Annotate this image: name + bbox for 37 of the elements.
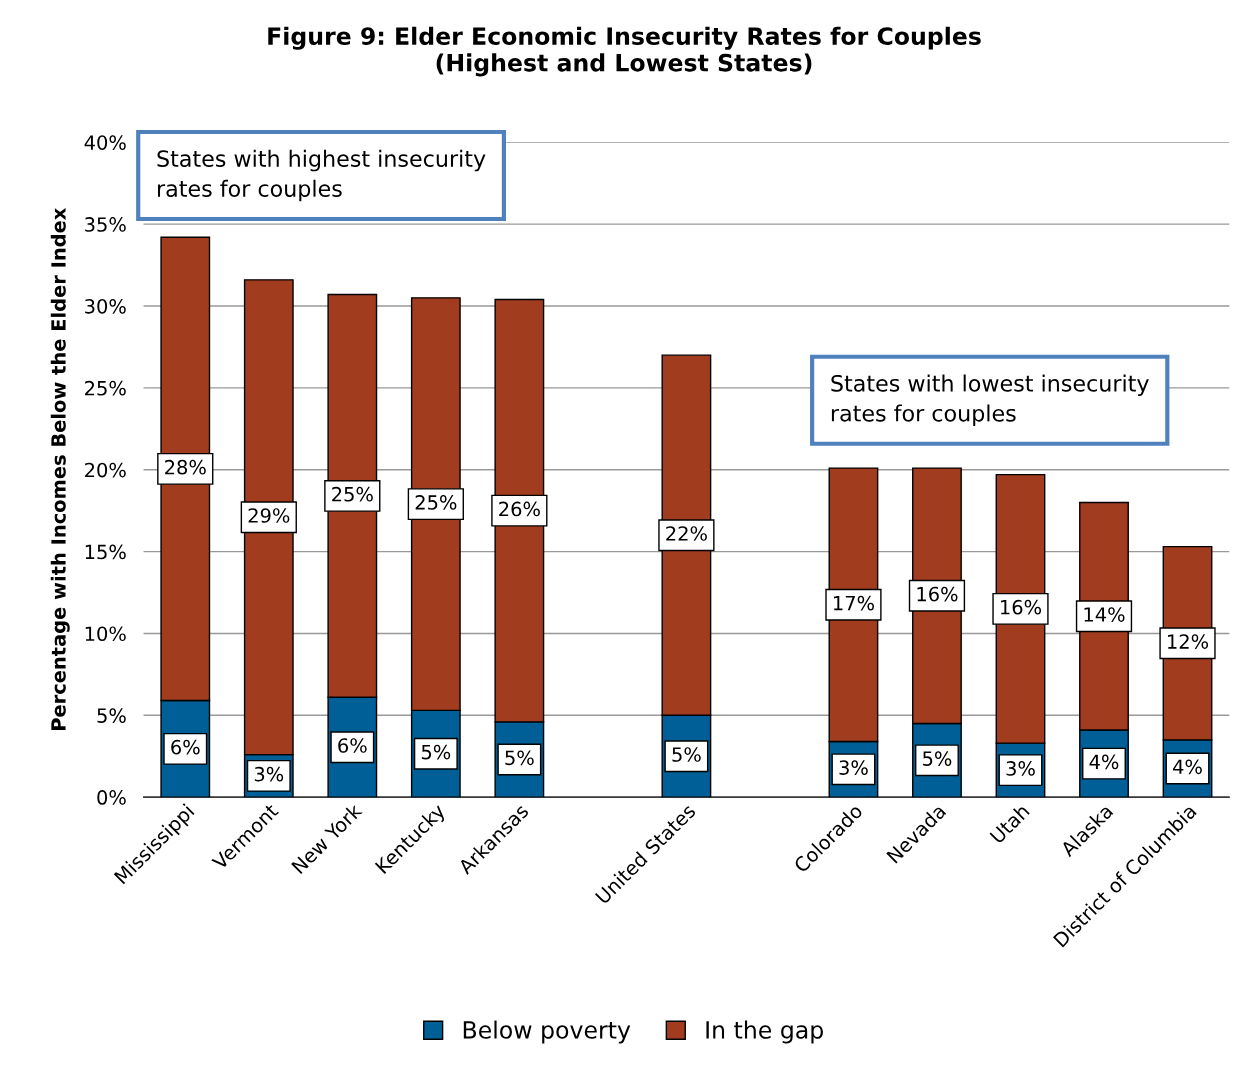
- data-label: 12%: [1168, 634, 1209, 649]
- data-label: 5%: [672, 747, 701, 762]
- y-tick-label: 30%: [85, 298, 126, 314]
- data-label: 5%: [505, 750, 534, 766]
- data-label: 17%: [833, 595, 874, 611]
- data-label: 22%: [666, 526, 707, 541]
- y-tick-label: 0%: [97, 790, 126, 805]
- data-label: 25%: [415, 495, 457, 510]
- data-label: 3%: [839, 760, 868, 775]
- data-label: 16%: [917, 586, 958, 602]
- data-label: 16%: [1001, 599, 1042, 615]
- y-tick-label: 40%: [84, 135, 126, 150]
- data-label: 5%: [421, 744, 451, 760]
- y-axis-title: Percentage with Incomes Below the Elder Index: [50, 207, 70, 731]
- chart-title: Figure 9: Elder Economic Insecurity Rates for Couples (Highest and Lowest States): [268, 26, 981, 77]
- data-label: 6%: [171, 739, 200, 755]
- data-label: 6%: [338, 738, 367, 753]
- annotation: States with highest insecurity rates for couples: [157, 149, 486, 202]
- y-tick-label: 35%: [85, 217, 126, 232]
- legend-label: In the gap: [706, 1020, 823, 1044]
- legend-label: Below poverty: [463, 1020, 631, 1044]
- y-tick-label: 10%: [85, 626, 126, 642]
- y-tick-label: 20%: [85, 462, 126, 478]
- data-label: 4%: [1173, 759, 1202, 775]
- data-label: 26%: [499, 501, 540, 517]
- data-label: 5%: [923, 751, 952, 766]
- data-label: 3%: [1006, 761, 1035, 776]
- data-label: 4%: [1089, 754, 1119, 770]
- data-label: 3%: [254, 766, 284, 782]
- annotation: States with lowest insecurity rates for couples: [831, 374, 1149, 426]
- data-label: 14%: [1084, 607, 1125, 622]
- data-label: 29%: [248, 508, 290, 523]
- y-tick-label: 5%: [97, 708, 126, 723]
- data-label: 28%: [165, 459, 206, 475]
- y-tick-label: 25%: [85, 380, 126, 396]
- y-tick-label: 15%: [85, 544, 126, 560]
- data-label: 25%: [332, 486, 373, 502]
